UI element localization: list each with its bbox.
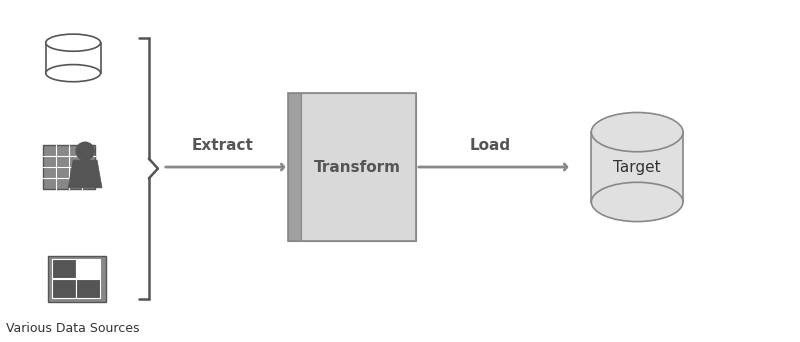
Ellipse shape xyxy=(76,142,94,160)
Bar xyxy=(76,279,101,298)
Bar xyxy=(52,279,77,298)
Text: Target: Target xyxy=(614,159,661,174)
Bar xyxy=(76,259,101,278)
Ellipse shape xyxy=(46,34,101,51)
Ellipse shape xyxy=(46,65,101,82)
Text: Transform: Transform xyxy=(314,159,401,174)
Bar xyxy=(302,93,416,241)
Ellipse shape xyxy=(591,113,683,152)
Bar xyxy=(52,259,77,278)
Bar xyxy=(288,93,302,241)
Bar xyxy=(288,93,416,241)
Text: Extract: Extract xyxy=(192,138,254,153)
Text: Load: Load xyxy=(469,138,510,153)
Ellipse shape xyxy=(591,182,683,222)
Bar xyxy=(48,256,106,302)
Polygon shape xyxy=(68,160,102,188)
Bar xyxy=(43,145,95,189)
Text: Various Data Sources: Various Data Sources xyxy=(6,322,140,335)
Polygon shape xyxy=(46,43,101,73)
Polygon shape xyxy=(591,132,683,202)
